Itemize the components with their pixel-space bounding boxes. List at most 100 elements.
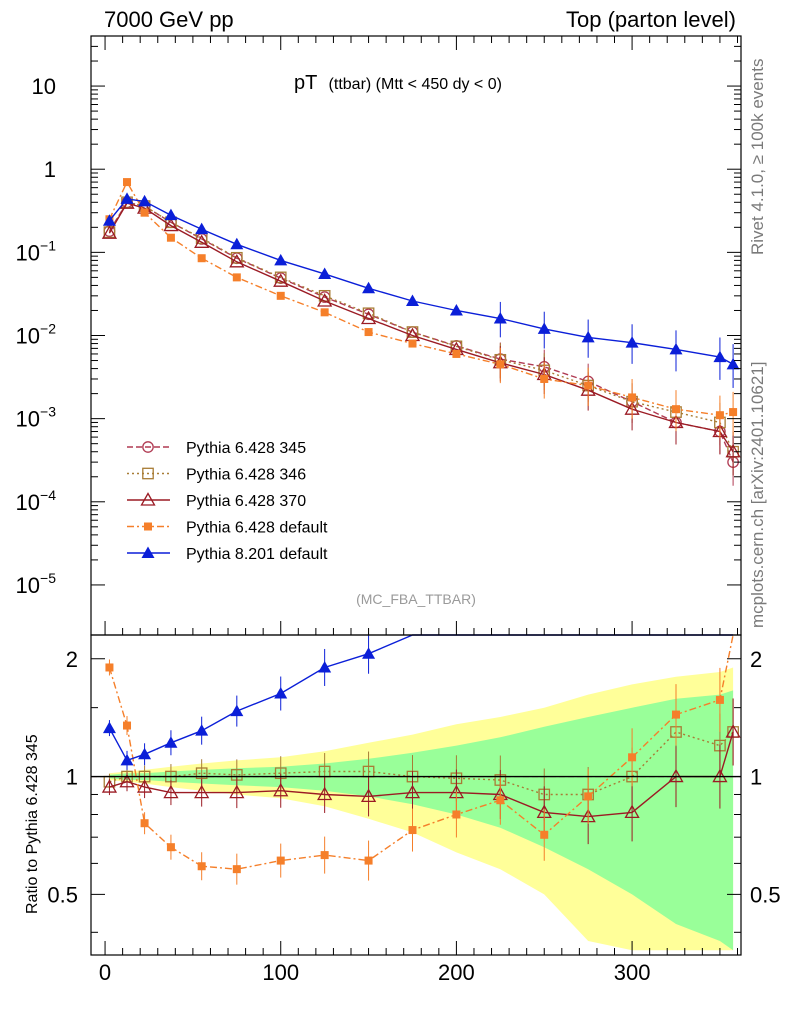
data-point xyxy=(320,308,329,317)
ratio-point xyxy=(668,768,684,783)
data-point xyxy=(102,214,116,226)
data-point xyxy=(493,312,507,324)
data-point xyxy=(362,281,376,294)
data-point xyxy=(229,253,245,268)
data-point xyxy=(628,393,637,402)
y-tick-exponent: −1 xyxy=(40,237,56,253)
data-point xyxy=(194,234,210,248)
ratio-tick-label-left: 2 xyxy=(66,647,78,672)
legend-label: Pythia 6.428 345 xyxy=(186,440,306,457)
data-point xyxy=(726,357,740,370)
ratio-series-pythia-6-428-default xyxy=(105,634,734,885)
y-tick-exponent: −5 xyxy=(40,570,56,586)
data-point xyxy=(715,411,724,420)
data-point xyxy=(364,328,373,337)
ratio-line-pythia-6-428-default xyxy=(108,634,734,870)
data-point xyxy=(496,360,505,369)
ratio-tick-label-right: 0.5 xyxy=(750,882,781,907)
legend-item-pythia-8-201-default: Pythia 8.201 default xyxy=(127,546,328,563)
data-point xyxy=(166,233,175,242)
x-tick-label: 100 xyxy=(262,960,299,985)
series-pythia-8-201-default xyxy=(102,192,740,388)
ratio-point xyxy=(317,786,333,801)
y-tick-base: 10 xyxy=(32,74,56,99)
data-point xyxy=(274,253,288,266)
y-tick-label: 10 xyxy=(32,74,56,99)
legend-item-pythia-6-428-346: Pythia 6.428 346 xyxy=(127,467,306,484)
ratio-point xyxy=(163,784,179,799)
ratio-point xyxy=(318,660,332,673)
y-tick-label: 10−4 xyxy=(16,487,57,515)
ratio-point xyxy=(715,695,724,704)
data-point xyxy=(713,350,727,363)
data-point xyxy=(408,339,417,348)
ratio-point xyxy=(725,724,741,738)
legend-marker xyxy=(142,467,154,480)
ratio-point xyxy=(712,768,728,783)
data-point xyxy=(101,225,118,239)
data-point xyxy=(140,208,149,217)
data-point xyxy=(195,222,209,235)
y-tick-label: 10−1 xyxy=(16,237,57,265)
ratio-point xyxy=(404,784,421,799)
legend-marker xyxy=(141,546,155,558)
data-point xyxy=(405,294,419,306)
y-tick-label: 10−3 xyxy=(16,404,57,432)
ratio-point xyxy=(540,830,549,839)
y-tick-base: 10 xyxy=(16,407,40,432)
ratio-point xyxy=(229,784,245,799)
series-pythia-6-428-default xyxy=(105,178,738,439)
legend-item-pythia-6-428-default: Pythia 6.428 default xyxy=(127,520,328,537)
ratio-ylabel: Ratio to Pythia 6.428 345 xyxy=(24,734,41,914)
legend-marker xyxy=(140,492,156,506)
data-point xyxy=(625,336,639,348)
ratio-point xyxy=(624,804,640,819)
ratio-point xyxy=(362,647,376,659)
y-tick-base: 1 xyxy=(44,157,56,182)
data-point xyxy=(230,237,244,250)
data-point xyxy=(537,322,551,334)
data-point xyxy=(123,178,132,187)
ratio-point xyxy=(166,843,175,852)
data-point xyxy=(120,192,134,204)
series-line-pythia-6-428-default xyxy=(108,180,734,416)
ratio-line-pythia-6-428-346 xyxy=(109,731,734,796)
mcplots-label: mcplots.cern.ch [arXiv:2401.10621] xyxy=(748,362,767,628)
legend-label: Pythia 6.428 346 xyxy=(186,467,306,484)
plot-title: pT (ttbar) (Mtt < 450 dy < 0) xyxy=(294,72,502,94)
ratio-line-pythia-6-428-370 xyxy=(109,731,734,818)
ratio-tick-label-left: 1 xyxy=(66,765,78,790)
ratio-tick-label-right: 2 xyxy=(750,647,762,672)
y-tick-base: 10 xyxy=(16,240,40,265)
y-tick-exponent: −2 xyxy=(40,321,56,337)
y-tick-label: 10−2 xyxy=(16,321,57,349)
ratio-point xyxy=(195,767,208,780)
plot-title-main: pT xyxy=(294,72,317,94)
data-point xyxy=(725,443,741,458)
ratio-point xyxy=(672,710,680,719)
ratio-point xyxy=(195,724,209,736)
y-tick-label: 1 xyxy=(44,157,56,182)
ratio-point xyxy=(140,819,149,828)
data-point xyxy=(406,326,419,338)
data-point xyxy=(197,254,206,263)
legend: Pythia 6.428 345 Pythia 6.428 346 Pythia 6… xyxy=(127,440,328,563)
ratio-point xyxy=(230,704,244,717)
ratio-uncertainty-bands xyxy=(109,667,734,951)
ratio-point xyxy=(197,862,206,871)
upper-series xyxy=(101,178,741,486)
ratio-point xyxy=(136,779,153,793)
ratio-tick-label-left: 0.5 xyxy=(47,882,78,907)
data-point xyxy=(581,330,595,343)
ratio-point xyxy=(102,721,116,734)
legend-marker xyxy=(144,522,152,531)
ratio-point xyxy=(408,826,417,835)
data-point xyxy=(230,251,243,264)
data-point xyxy=(163,217,179,232)
ratio-tick-label-right: 1 xyxy=(750,765,762,790)
ratio-point xyxy=(101,779,118,793)
ratio-point xyxy=(232,865,241,874)
ratio-point xyxy=(276,856,285,865)
data-point xyxy=(138,194,152,207)
